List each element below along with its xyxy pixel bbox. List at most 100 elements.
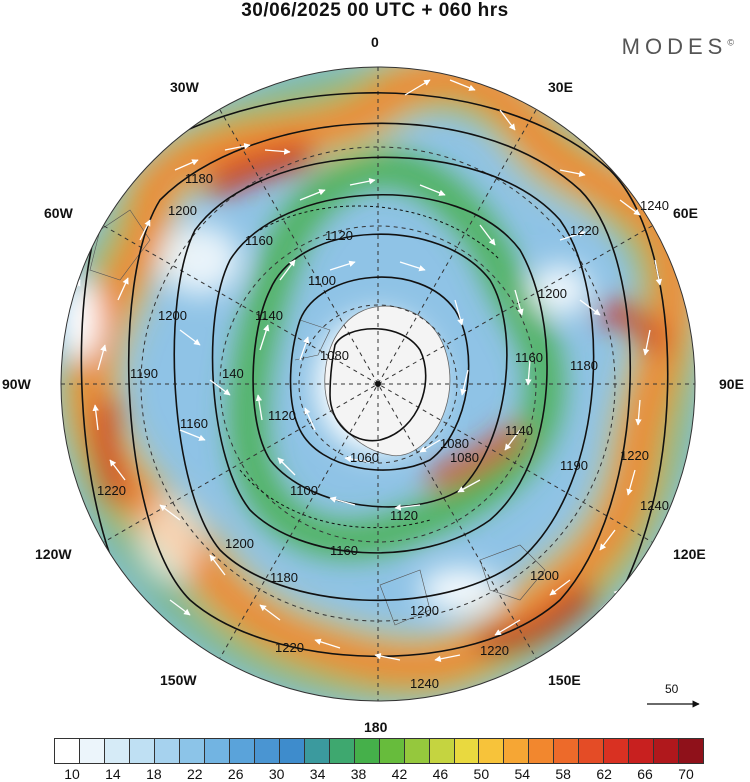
colorbar-swatch	[55, 739, 80, 763]
colorbar-tick-label: 70	[678, 766, 694, 782]
colorbar-swatch	[654, 739, 680, 763]
colorbar-swatch	[429, 739, 455, 763]
colorbar-swatch	[354, 739, 380, 763]
graticule	[61, 67, 695, 701]
colorbar-swatch	[129, 739, 155, 763]
colorbar-tick-label: 10	[64, 766, 80, 782]
logo-text: MODES	[621, 34, 728, 59]
contour-label: 1160	[245, 233, 273, 248]
colorbar-tick-label: 66	[637, 766, 653, 782]
wind-vectors	[69, 79, 663, 663]
south-pole-dot	[375, 381, 381, 387]
colorbar-tick-label: 18	[146, 766, 162, 782]
contour-label: 1080	[320, 348, 349, 363]
colorbar-tick-label: 58	[555, 766, 571, 782]
colorbar-swatch	[379, 739, 405, 763]
contour-label: 1200	[530, 568, 559, 583]
dashed-contours	[239, 205, 501, 529]
contour-label: 1220	[570, 223, 599, 238]
reference-vector: 50	[643, 682, 703, 716]
colorbar-swatch	[479, 739, 505, 763]
colorbar-swatch	[529, 739, 555, 763]
colorbar-swatch	[304, 739, 330, 763]
colorbar-swatch	[404, 739, 430, 763]
contour-label: 1240	[410, 676, 439, 691]
colorbar-tick-label: 14	[105, 766, 121, 782]
contour-label: 1180	[185, 171, 213, 186]
colorbar-tick-label: 34	[309, 766, 326, 782]
contour-label: 1200	[168, 203, 197, 218]
contour-labels: 1180 1200 1160 1120 1240 1220 1200 1100 …	[97, 171, 669, 691]
contour-label: 1140	[505, 423, 533, 438]
contour-label: 1200	[158, 308, 187, 323]
colorbar-swatch	[279, 739, 305, 763]
contour-label: 1190	[130, 366, 158, 381]
contour-label: 1240	[640, 498, 669, 513]
contour-label: 1200	[410, 603, 439, 618]
lon-label-150e: 150E	[548, 672, 581, 688]
contour-label: 140	[222, 366, 244, 381]
contour-label: 1080	[440, 436, 469, 451]
colorbar-swatch	[254, 739, 280, 763]
contour-label: 1220	[620, 448, 649, 463]
contour-label: 1100	[308, 273, 336, 288]
contour-label: 1140	[255, 308, 283, 323]
map-title: 30/06/2025 00 UTC + 060 hrs	[241, 0, 509, 21]
contour-label: 1120	[268, 408, 296, 423]
colorbar-tick-label: 42	[391, 766, 408, 782]
colorbar-swatch	[554, 739, 580, 763]
contour-label: 1120	[325, 228, 353, 243]
reference-vector-label: 50	[665, 682, 679, 696]
colorbar-tick-label: 54	[514, 766, 531, 782]
contour-label: 1100	[290, 483, 318, 498]
colorbar-tick-label: 26	[227, 766, 244, 782]
colorbar-swatch	[229, 739, 255, 763]
colorbar-tick-label: 22	[187, 766, 203, 782]
colorbar-swatch	[629, 739, 655, 763]
contour-label: 1200	[538, 286, 567, 301]
colorbar-tick-label: 38	[350, 766, 367, 782]
colorbar-ticks: 10 14 18 22 26 30 34 38 42 46 50 54 58 62 66 70	[54, 766, 704, 782]
contour-label: 1180	[570, 358, 598, 373]
colorbar-tick-label: 50	[473, 766, 490, 782]
colorbar-tick-label: 30	[268, 766, 285, 782]
map-boundary	[60, 66, 696, 702]
contour-label: 1240	[640, 198, 669, 213]
contour-label: 1220	[97, 483, 126, 498]
lon-label-90w: 90W	[2, 376, 31, 392]
contour-label: 1160	[515, 350, 543, 365]
colorbar-swatch	[504, 739, 530, 763]
lon-label-120e: 120E	[673, 546, 706, 562]
colorbar-swatch	[104, 739, 130, 763]
contour-label: 1220	[275, 640, 304, 655]
colorbar-swatch	[179, 739, 205, 763]
contour-label: 1060	[350, 450, 379, 465]
colorbar-swatch	[579, 739, 605, 763]
lon-label-150w: 150W	[160, 672, 197, 688]
contour-label: 1180	[270, 570, 298, 585]
copyright-mark: ©	[727, 37, 734, 48]
colorbar-swatch	[679, 739, 704, 763]
lon-label-30e: 30E	[548, 79, 573, 95]
colorbar-swatch	[329, 739, 355, 763]
reference-arrow-icon	[647, 700, 700, 708]
contour-label: 1200	[225, 536, 254, 551]
colorbar-swatch	[204, 739, 230, 763]
contour-label: 1190	[560, 458, 588, 473]
contour-label: 1160	[180, 416, 208, 431]
colorbar-tick-label: 62	[596, 766, 612, 782]
lon-label-120w: 120W	[35, 546, 72, 562]
contour-label: 1220	[480, 643, 509, 658]
colorbar-swatch	[154, 739, 180, 763]
colorbar-swatch	[454, 739, 480, 763]
modes-logo: MODES©	[622, 34, 734, 60]
contour-label: 1080	[450, 450, 479, 465]
lon-label-60w: 60W	[44, 205, 73, 221]
lon-label-180: 180	[364, 719, 388, 735]
contour-label: 1160	[330, 543, 358, 558]
colorbar	[54, 738, 704, 764]
colorbar-swatch	[79, 739, 105, 763]
lon-label-0: 0	[371, 34, 379, 50]
colorbar-swatch	[604, 739, 630, 763]
